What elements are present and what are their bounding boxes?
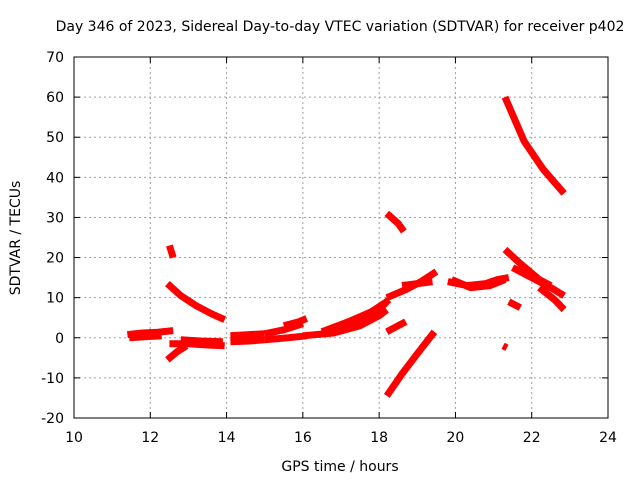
y-tick-label: 20 xyxy=(46,251,64,267)
series-arc-26 xyxy=(537,284,567,313)
series-arc-3 xyxy=(166,244,177,259)
series-arc-23 xyxy=(501,95,567,196)
x-axis-label: GPS time / hours xyxy=(281,459,398,475)
x-tick-label: 24 xyxy=(599,430,617,446)
grid-lines xyxy=(74,57,608,418)
y-tick-label: -20 xyxy=(41,411,64,427)
x-tick-label: 12 xyxy=(141,430,159,446)
series-arc-2 xyxy=(129,332,162,342)
series-arc-28 xyxy=(501,342,509,351)
y-tick-label: 10 xyxy=(46,291,64,307)
series-arc-17 xyxy=(401,278,433,290)
x-tick-label: 16 xyxy=(294,430,312,446)
series-arc-20 xyxy=(383,329,438,398)
y-tick-label: 0 xyxy=(55,331,64,347)
series-arc-19 xyxy=(385,318,408,335)
series-arc-18 xyxy=(384,210,407,234)
series-arc-25 xyxy=(510,264,566,299)
series-arc-7 xyxy=(180,336,223,346)
y-tick-label: 60 xyxy=(46,90,64,106)
x-tick-label: 22 xyxy=(523,430,541,446)
y-tick-label: 70 xyxy=(46,50,64,66)
series-arc-10 xyxy=(264,332,308,344)
series-arc-12 xyxy=(282,315,309,330)
axis-ticks: 10 12 14 16 18 20 22 24 -20 -10 0 10 20 30 40 50 60 70 xyxy=(41,50,617,446)
chart-title: Day 346 of 2023, Sidereal Day-to-day VTE… xyxy=(56,19,625,35)
series-arc-6 xyxy=(169,340,225,350)
series-arc-27 xyxy=(507,298,522,311)
plot-frame xyxy=(73,56,609,419)
y-tick-label: 50 xyxy=(46,130,64,146)
y-axis-label: SDTVAR / TECUs xyxy=(8,181,24,296)
series-arc-22 xyxy=(450,276,507,292)
x-tick-label: 20 xyxy=(447,430,465,446)
series-arc-9 xyxy=(230,336,265,346)
data-series xyxy=(127,95,567,398)
series-arc-1 xyxy=(127,327,174,339)
y-tick-label: 40 xyxy=(46,170,64,186)
y-tick-label: -10 xyxy=(41,371,64,387)
x-tick-label: 10 xyxy=(65,430,83,446)
y-tick-label: 30 xyxy=(46,210,64,226)
series-arc-5 xyxy=(165,342,189,363)
x-tick-label: 14 xyxy=(218,430,236,446)
x-tick-label: 18 xyxy=(370,430,388,446)
series-arc-4 xyxy=(165,281,227,323)
series-arc-15 xyxy=(346,297,392,331)
series-arc-8 xyxy=(230,330,265,340)
